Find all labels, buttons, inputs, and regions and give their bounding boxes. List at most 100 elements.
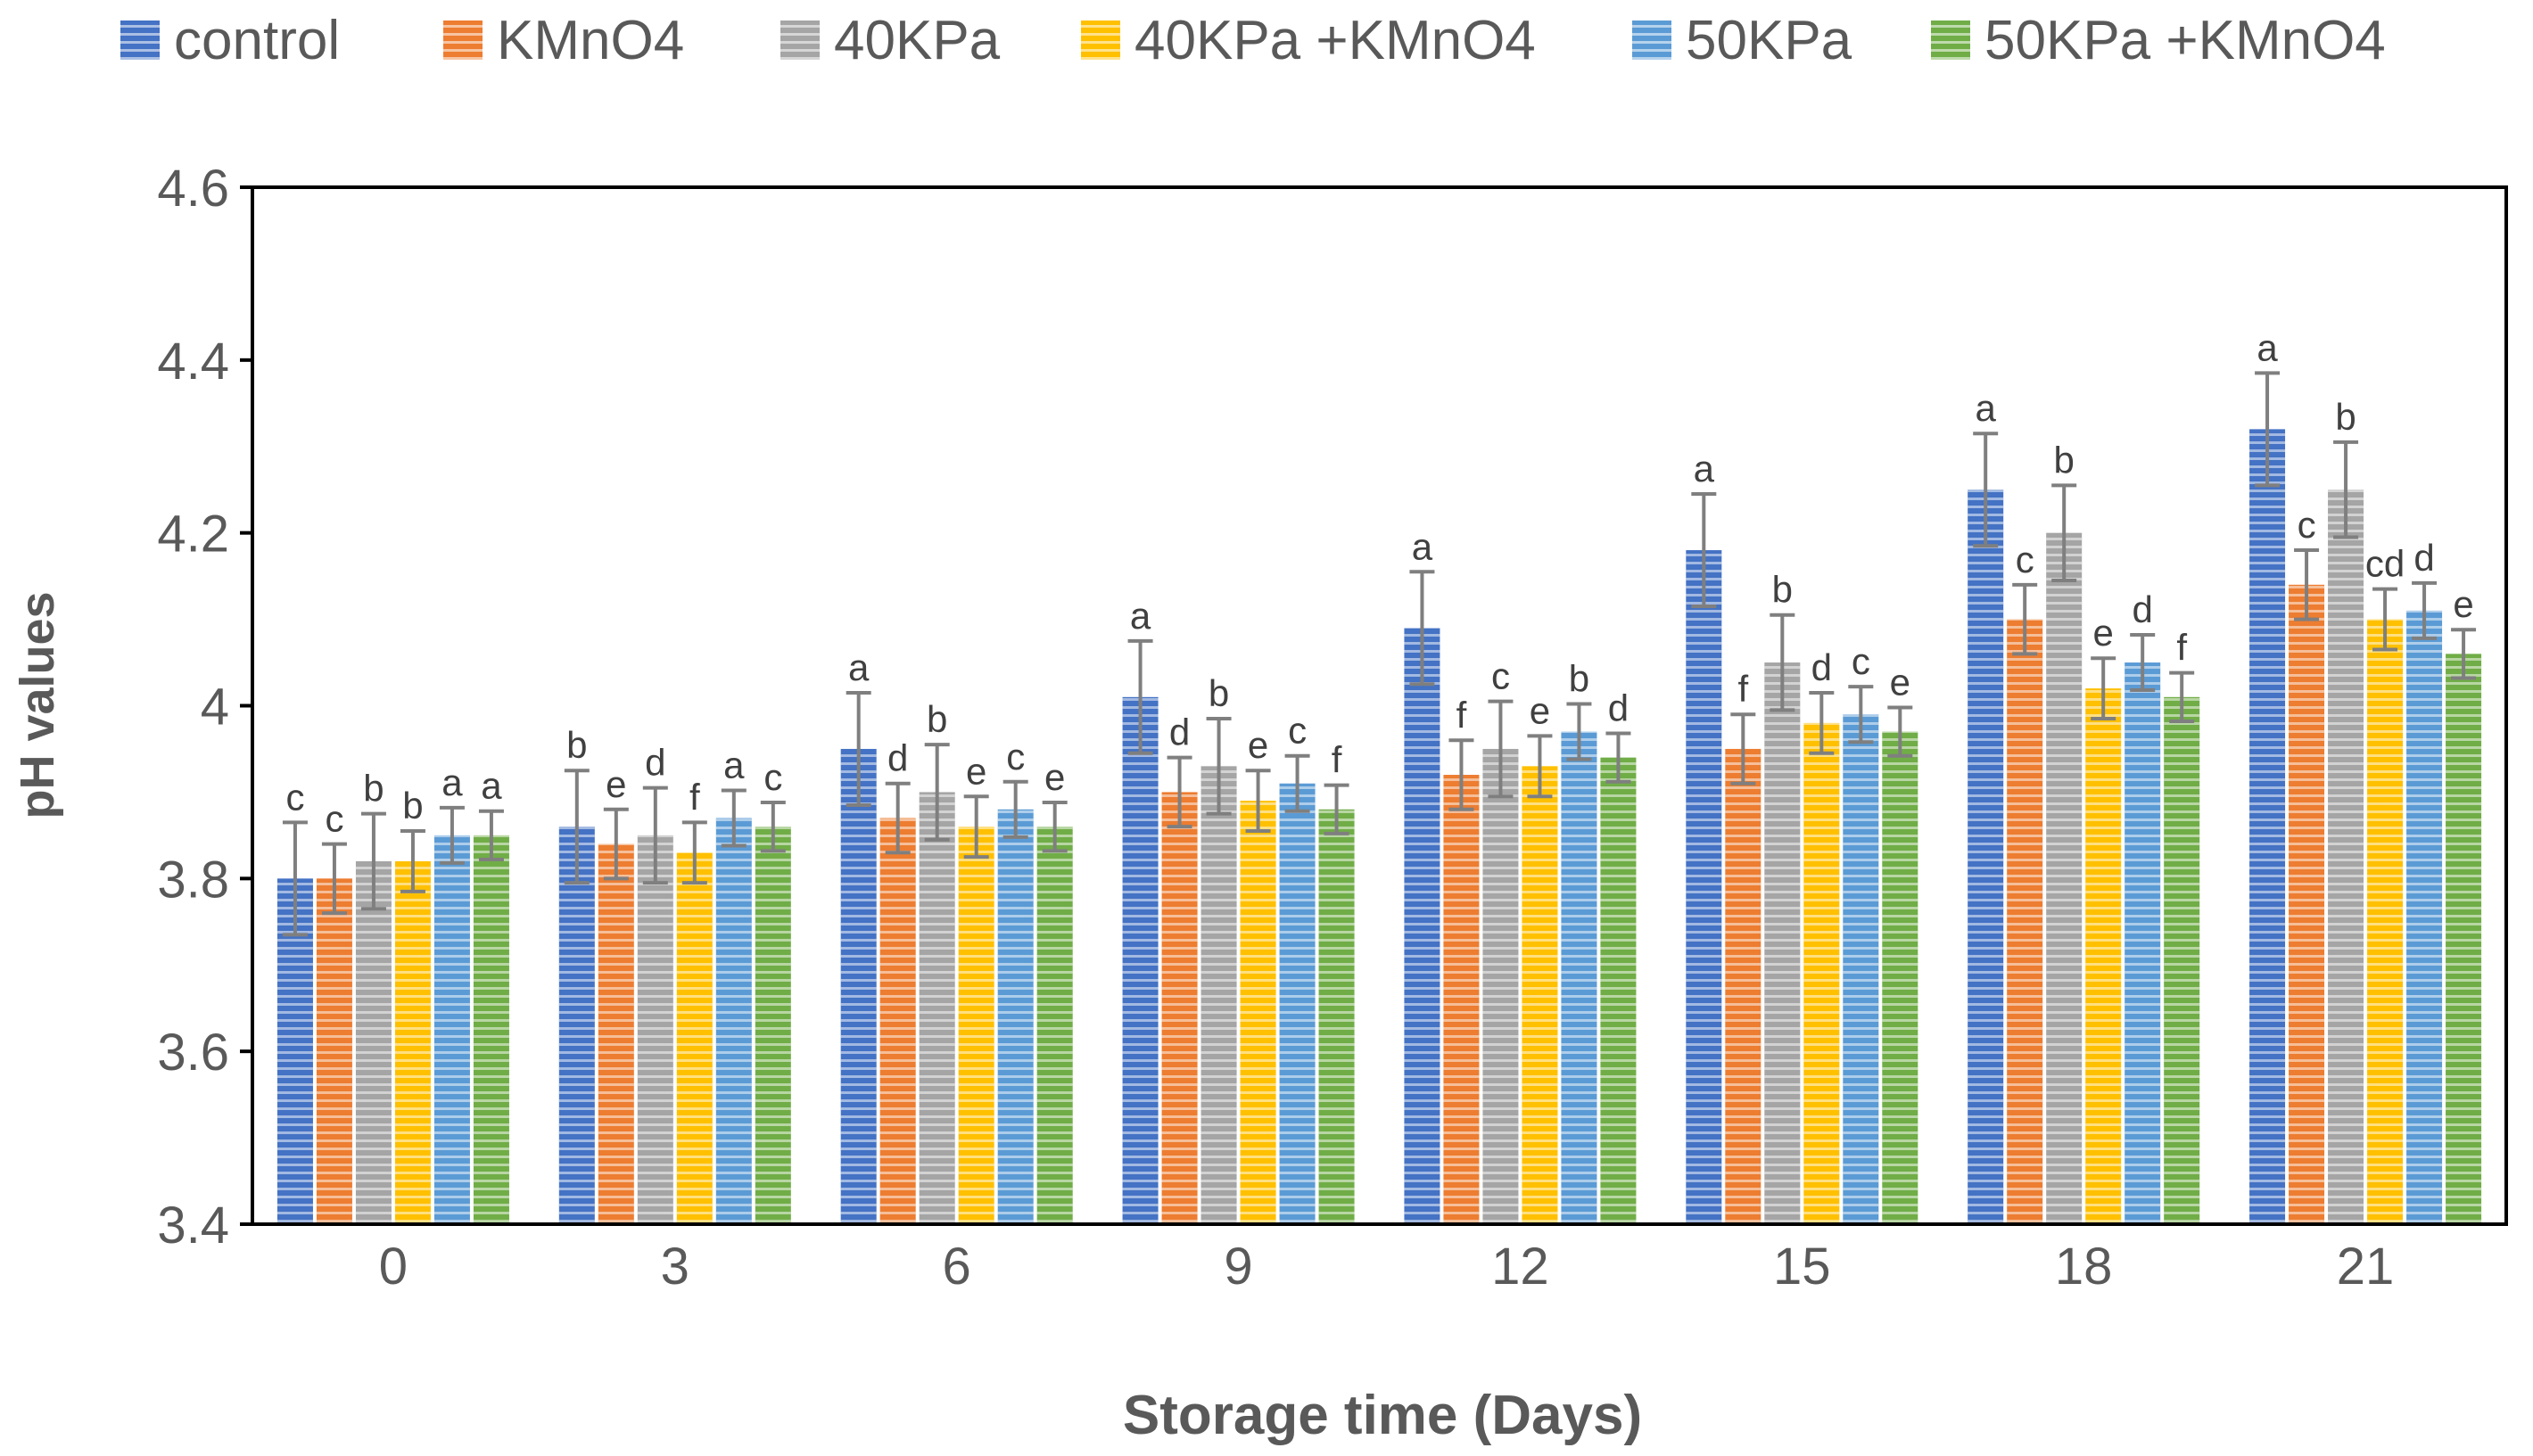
bar-stripes <box>1600 757 1637 1224</box>
significance-letter: e <box>1248 724 1268 766</box>
significance-letter: e <box>2453 583 2473 625</box>
significance-letter: d <box>645 742 665 784</box>
significance-letter: f <box>689 776 700 818</box>
bar-stripes <box>1279 783 1316 1224</box>
error-bar <box>282 820 308 937</box>
legend-label-50kpa: 50KPa <box>1686 9 1852 71</box>
error-bar <box>1527 734 1553 799</box>
error-bars-layer <box>282 371 2477 937</box>
significance-letter: a <box>1130 595 1151 637</box>
error-bar <box>1448 738 1474 811</box>
legend-swatch-control <box>120 21 160 60</box>
significance-letter: c <box>1288 710 1307 752</box>
legend-item-50kpa[interactable]: 50KPa <box>1632 10 1852 71</box>
significance-letter: a <box>481 765 502 807</box>
x-tick-label: 12 <box>1491 1238 1549 1296</box>
error-bar <box>760 801 786 853</box>
bar-stripes <box>997 809 1034 1224</box>
significance-letter: b <box>2335 396 2356 438</box>
bar-stripes <box>1882 731 1918 1224</box>
error-bar <box>2333 440 2359 539</box>
legend-item-control[interactable]: control <box>120 10 340 71</box>
y-tick-label: 4.2 <box>157 506 229 563</box>
significance-letter: c <box>1852 640 1870 682</box>
bar-stripes <box>1968 489 2004 1224</box>
error-bar <box>1409 570 1435 687</box>
error-bar <box>1809 690 1835 755</box>
legend-label-kmno4: KMnO4 <box>497 9 685 71</box>
y-tick-label: 4.4 <box>157 333 229 391</box>
legend-label-40kpa-kmno4: 40KPa +KMnO4 <box>1134 9 1536 71</box>
error-bar <box>1691 492 1717 609</box>
error-bar <box>400 829 425 893</box>
error-bar <box>603 807 629 881</box>
significance-letter: f <box>1737 668 1748 710</box>
significance-letter: a <box>1976 387 1997 429</box>
bar-stripes <box>558 827 595 1224</box>
x-tick-label: 0 <box>379 1238 408 1296</box>
x-axis-title: Storage time (Days) <box>1123 1385 1642 1446</box>
legend-item-50kpa-kmno4[interactable]: 50KPa +KMnO4 <box>1931 10 2386 71</box>
y-axis: 3.4 3.6 3.8 4 4.2 4.4 4.6 <box>157 160 252 1254</box>
y-tick-label: 3.4 <box>157 1197 229 1254</box>
bar-stripes <box>1443 775 1480 1224</box>
x-tick-label: 6 <box>943 1238 971 1296</box>
y-tick-label: 4 <box>201 679 229 736</box>
y-tick-label: 4.6 <box>157 160 229 218</box>
y-axis-title: pH values <box>11 591 64 818</box>
error-bar <box>1167 755 1192 829</box>
significance-letter: f <box>2176 627 2187 669</box>
error-bar <box>681 820 707 885</box>
significance-letter: cd <box>2365 543 2405 585</box>
bar-stripes <box>958 827 994 1224</box>
error-bar <box>1566 702 1592 761</box>
legend-item-kmno4[interactable]: KMnO4 <box>443 10 684 71</box>
significance-letter: a <box>848 646 870 688</box>
significance-letter: b <box>566 724 587 766</box>
bar-stripes <box>2367 619 2404 1224</box>
error-bar <box>1284 753 1310 813</box>
legend-item-40kpa-kmno4[interactable]: 40KPa +KMnO4 <box>1081 10 1536 71</box>
legend-label-control: control <box>174 9 341 71</box>
error-bar <box>2255 371 2281 488</box>
bar-stripes <box>715 818 752 1224</box>
bars-layer <box>276 429 2482 1224</box>
bar-stripes <box>1764 662 1801 1224</box>
bar-stripes <box>1686 550 1722 1224</box>
bar-stripes <box>1482 748 1519 1224</box>
bar-stripes <box>637 835 673 1224</box>
error-bar <box>721 788 747 848</box>
significance-letter: d <box>1169 712 1190 753</box>
bar-stripes <box>598 843 634 1224</box>
significance-letter: e <box>1890 661 1910 703</box>
significance-letter: d <box>887 737 908 779</box>
bar-stripes <box>355 860 392 1224</box>
significance-letter: b <box>2054 439 2075 481</box>
bar-stripes <box>2046 532 2083 1224</box>
significance-letter: c <box>2298 504 2316 546</box>
error-bar <box>2412 580 2438 640</box>
error-bar <box>439 805 465 865</box>
error-bar <box>1206 717 1232 816</box>
bar-stripes <box>2164 696 2200 1224</box>
error-bar <box>2091 656 2116 721</box>
bar-stripes <box>919 792 955 1224</box>
significance-letter: b <box>363 768 384 810</box>
significance-letter: c <box>763 756 782 798</box>
significance-letter: e <box>2093 612 2114 654</box>
legend-swatch-50kpa <box>1632 21 1671 60</box>
error-bar <box>1324 783 1349 835</box>
error-bar <box>2372 587 2398 652</box>
bar-stripes <box>1725 748 1762 1224</box>
error-bar <box>1127 638 1153 755</box>
error-bar <box>1042 801 1068 853</box>
legend-swatch-40kpa <box>780 21 820 60</box>
error-bar <box>1973 432 1999 548</box>
significance-letter: b <box>402 785 423 827</box>
legend: control KMnO4 40KPa 40KPa +KMnO4 50KPa 5… <box>0 0 2533 80</box>
significance-letter: d <box>2413 537 2434 579</box>
legend-item-40kpa[interactable]: 40KPa <box>780 10 1000 71</box>
significance-letter: e <box>966 750 986 792</box>
error-bar <box>1848 685 1874 744</box>
